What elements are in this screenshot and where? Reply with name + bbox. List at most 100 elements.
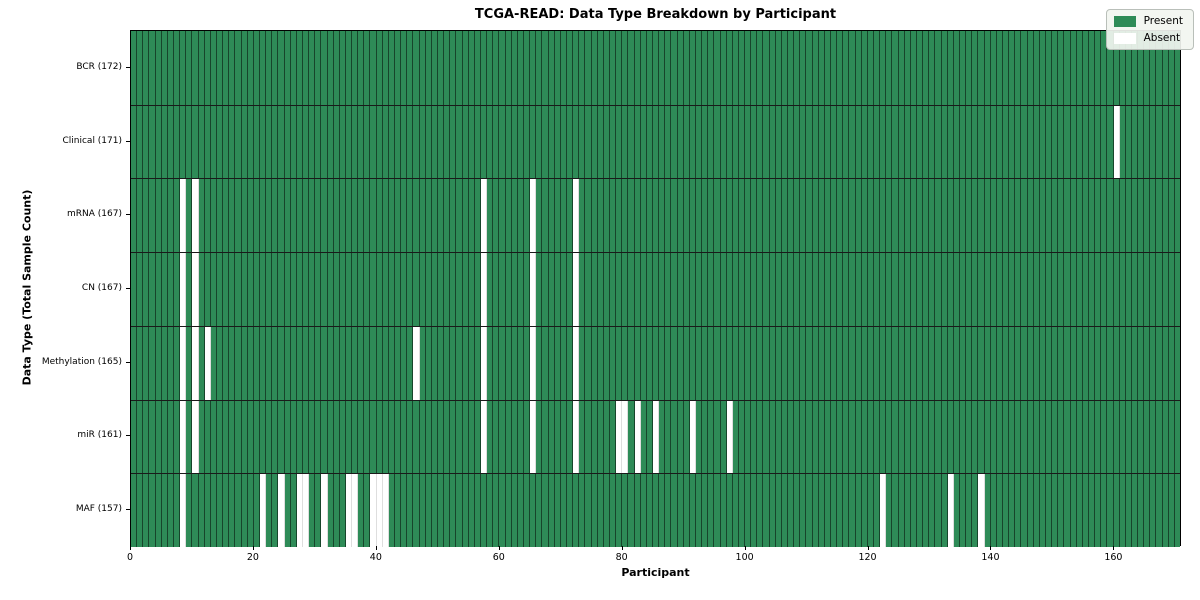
present-cell bbox=[511, 253, 518, 326]
present-cell bbox=[652, 474, 660, 547]
present-cell bbox=[1144, 105, 1151, 179]
present-cell bbox=[1082, 253, 1089, 326]
present-cell bbox=[1144, 253, 1151, 326]
present-cell bbox=[210, 400, 217, 474]
present-cell bbox=[1150, 326, 1157, 400]
present-cell bbox=[450, 326, 457, 400]
present-cell bbox=[309, 105, 316, 179]
present-cell bbox=[843, 179, 850, 253]
present-cell bbox=[708, 253, 715, 326]
present-cell bbox=[1088, 105, 1096, 179]
present-cell bbox=[173, 253, 181, 326]
present-cell bbox=[321, 326, 328, 400]
present-cell bbox=[216, 31, 224, 105]
present-cell bbox=[831, 31, 838, 105]
present-cell bbox=[1021, 179, 1028, 253]
present-cell bbox=[548, 31, 555, 105]
present-cell bbox=[450, 105, 457, 179]
present-cell bbox=[137, 179, 144, 253]
present-cell bbox=[235, 474, 242, 547]
present-cell bbox=[284, 326, 291, 400]
absent-cell bbox=[622, 400, 629, 474]
present-cell bbox=[327, 253, 334, 326]
absent-cell bbox=[382, 474, 389, 547]
present-cell bbox=[917, 474, 924, 547]
present-cell bbox=[984, 474, 991, 547]
present-cell bbox=[775, 31, 782, 105]
present-cell bbox=[898, 179, 905, 253]
present-cell bbox=[149, 31, 156, 105]
present-cell bbox=[530, 31, 537, 105]
present-cell bbox=[161, 326, 168, 400]
present-cell bbox=[235, 253, 242, 326]
present-cell bbox=[953, 253, 960, 326]
present-cell bbox=[1162, 253, 1169, 326]
present-cell bbox=[769, 326, 776, 400]
present-cell bbox=[1174, 474, 1181, 547]
present-cell bbox=[216, 179, 224, 253]
present-cell bbox=[266, 326, 273, 400]
present-cell bbox=[1064, 253, 1071, 326]
present-cell bbox=[726, 253, 733, 326]
present-cell bbox=[1045, 31, 1053, 105]
absent-cell bbox=[947, 474, 954, 547]
present-cell bbox=[867, 400, 875, 474]
present-cell bbox=[284, 400, 291, 474]
present-cell bbox=[683, 31, 690, 105]
present-cell bbox=[1138, 105, 1145, 179]
present-cell bbox=[616, 31, 623, 105]
present-cell bbox=[536, 400, 543, 474]
present-cell bbox=[591, 474, 598, 547]
present-cell bbox=[487, 105, 494, 179]
present-cell bbox=[781, 326, 789, 400]
present-cell bbox=[738, 326, 746, 400]
present-cell bbox=[229, 105, 236, 179]
present-cell bbox=[241, 400, 248, 474]
present-cell bbox=[1150, 31, 1157, 105]
present-cell bbox=[1021, 326, 1028, 400]
present-cell bbox=[524, 105, 531, 179]
present-cell bbox=[910, 326, 917, 400]
present-cell bbox=[278, 253, 285, 326]
present-cell bbox=[407, 474, 414, 547]
present-cell bbox=[874, 400, 881, 474]
present-cell bbox=[382, 31, 389, 105]
present-cell bbox=[358, 253, 365, 326]
present-cell bbox=[775, 105, 782, 179]
present-cell bbox=[603, 253, 610, 326]
present-cell bbox=[990, 400, 997, 474]
present-cell bbox=[223, 179, 230, 253]
y-tick-label-maf: MAF (157) bbox=[75, 504, 122, 515]
present-cell bbox=[1045, 400, 1053, 474]
present-cell bbox=[874, 253, 881, 326]
present-cell bbox=[683, 179, 690, 253]
present-cell bbox=[198, 179, 205, 253]
present-cell bbox=[143, 474, 150, 547]
present-cell bbox=[702, 326, 709, 400]
present-cell bbox=[609, 253, 617, 326]
present-cell bbox=[1107, 474, 1114, 547]
present-cell bbox=[1027, 326, 1034, 400]
present-cell bbox=[695, 253, 703, 326]
present-cell bbox=[198, 31, 205, 105]
present-cell bbox=[1107, 400, 1114, 474]
present-cell bbox=[345, 326, 353, 400]
present-cell bbox=[959, 474, 967, 547]
present-cell bbox=[935, 400, 942, 474]
present-cell bbox=[468, 31, 475, 105]
absent-cell bbox=[204, 326, 211, 400]
present-cell bbox=[566, 400, 574, 474]
present-cell bbox=[1076, 179, 1083, 253]
present-cell bbox=[917, 179, 924, 253]
present-cell bbox=[849, 179, 856, 253]
present-cell bbox=[720, 474, 727, 547]
present-cell bbox=[1052, 253, 1059, 326]
present-cell bbox=[542, 31, 549, 105]
present-cell bbox=[419, 105, 426, 179]
present-cell bbox=[1015, 105, 1022, 179]
present-cell bbox=[695, 400, 703, 474]
present-cell bbox=[806, 400, 813, 474]
present-cell bbox=[1027, 474, 1034, 547]
present-cell bbox=[947, 253, 954, 326]
present-cell bbox=[726, 179, 733, 253]
